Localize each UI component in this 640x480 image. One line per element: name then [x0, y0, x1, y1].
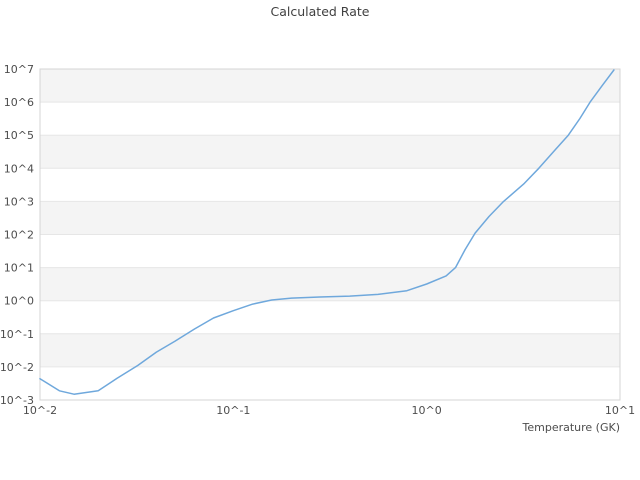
- plot-border: [39, 68, 621, 401]
- y-tick-label: 10^7: [4, 63, 34, 76]
- y-tick-label: 10^6: [4, 96, 34, 109]
- y-tick-label: 10^-2: [0, 361, 34, 374]
- rate-line: [39, 69, 615, 395]
- y-tick-label: 10^1: [4, 262, 34, 275]
- grid-band: [40, 69, 620, 103]
- chart-title: Calculated Rate: [270, 4, 370, 19]
- y-tick-label: 10^0: [4, 295, 34, 308]
- x-tick-label: 10^0: [412, 404, 442, 417]
- y-tick-label: 10^-1: [0, 328, 34, 341]
- y-tick-label: 10^-3: [0, 394, 34, 407]
- y-tick-label: 10^5: [4, 129, 34, 142]
- y-tick-label: 10^4: [4, 162, 34, 175]
- y-tick-label: 10^3: [4, 195, 34, 208]
- grid-band: [40, 135, 620, 169]
- grid-band: [40, 201, 620, 235]
- grid-band: [40, 333, 620, 367]
- y-tick-label: 10^2: [4, 229, 34, 242]
- x-tick-label: 10^-2: [23, 404, 57, 417]
- x-axis-title: Temperature (GK): [522, 421, 621, 434]
- x-tick-label: 10^-1: [216, 404, 250, 417]
- grid-band: [40, 267, 620, 301]
- x-tick-label: 10^1: [605, 404, 635, 417]
